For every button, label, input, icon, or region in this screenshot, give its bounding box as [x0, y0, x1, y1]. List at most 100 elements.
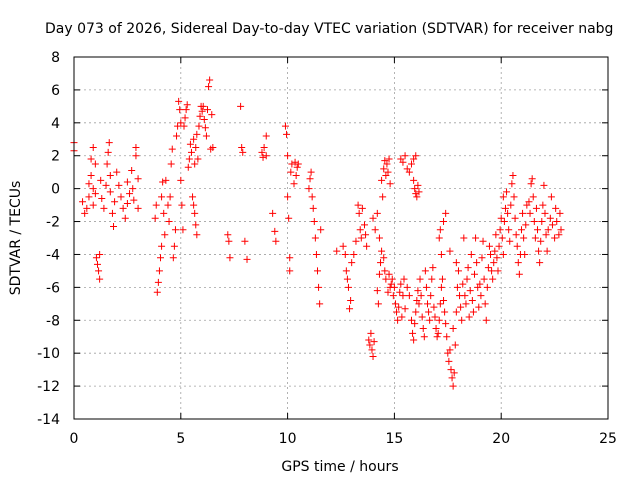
data-point-plus: [535, 247, 543, 255]
data-point-plus: [123, 199, 131, 207]
data-point-plus: [375, 270, 383, 278]
data-point-plus: [180, 122, 188, 130]
data-point-plus: [507, 201, 515, 209]
data-point-plus: [538, 218, 546, 226]
y-tick-label: -10: [37, 346, 60, 362]
data-point-plus: [292, 171, 300, 179]
data-point-plus: [525, 198, 533, 206]
data-point-plus: [182, 106, 190, 114]
data-point-plus: [539, 201, 547, 209]
data-point-plus: [160, 209, 168, 217]
chart-title: Day 073 of 2026, Sidereal Day-to-day VTE…: [45, 21, 613, 37]
data-point-plus: [403, 283, 411, 291]
data-point-plus: [425, 308, 433, 316]
data-point-plus: [417, 292, 425, 300]
data-point-plus: [464, 264, 472, 272]
data-point-plus: [115, 181, 123, 189]
data-point-plus: [189, 193, 197, 201]
data-point-plus: [388, 275, 396, 283]
data-point-plus: [352, 237, 360, 245]
data-point-plus: [473, 259, 481, 267]
data-point-plus: [458, 316, 466, 324]
data-point-plus: [286, 254, 294, 262]
data-point-plus: [89, 144, 97, 151]
data-point-plus: [192, 221, 200, 229]
data-point-plus: [446, 346, 454, 354]
data-point-plus: [130, 196, 138, 204]
data-point-plus: [496, 226, 504, 234]
data-point-plus: [151, 214, 159, 222]
y-tick-label: 2: [51, 149, 60, 165]
data-point-plus: [111, 198, 119, 206]
data-point-plus: [467, 250, 475, 258]
data-point-plus: [499, 193, 507, 201]
data-point-plus: [504, 209, 512, 217]
data-point-plus: [341, 250, 349, 258]
data-point-plus: [363, 242, 371, 250]
data-point-plus: [508, 180, 516, 188]
data-point-plus: [413, 193, 421, 201]
data-point-plus: [369, 214, 377, 222]
data-point-plus: [475, 303, 483, 311]
data-point-plus: [556, 209, 564, 217]
data-point-plus: [471, 270, 478, 278]
data-point-plus: [506, 237, 514, 245]
data-point-plus: [184, 163, 192, 171]
data-point-plus: [488, 267, 496, 275]
data-point-plus: [530, 218, 538, 226]
data-point-plus: [286, 267, 294, 275]
data-point-plus: [529, 193, 537, 201]
data-point-plus: [91, 160, 99, 168]
data-point-plus: [489, 275, 497, 283]
data-point-plus: [407, 160, 415, 168]
data-point-plus: [307, 168, 315, 176]
data-point-plus: [371, 226, 379, 234]
data-point-plus: [192, 144, 200, 151]
data-point-plus: [522, 221, 530, 229]
data-point-plus: [526, 209, 534, 217]
data-point-plus: [552, 204, 560, 212]
data-point-plus: [262, 132, 270, 140]
data-point-plus: [452, 308, 460, 316]
data-point-plus: [132, 152, 140, 160]
data-point-plus: [484, 264, 492, 272]
data-point-plus: [379, 193, 387, 201]
data-point-plus: [93, 260, 101, 268]
data-point-plus: [548, 221, 556, 229]
data-point-plus: [260, 144, 268, 151]
data-point-plus: [440, 218, 448, 226]
data-point-plus: [79, 198, 87, 206]
data-point-plus: [159, 178, 167, 186]
data-point-plus: [476, 280, 484, 288]
data-point-plus: [395, 303, 403, 311]
data-point-plus: [178, 201, 186, 209]
y-tick-label: -2: [46, 215, 60, 231]
data-point-plus: [494, 267, 502, 275]
data-point-plus: [517, 226, 525, 234]
data-point-plus: [206, 76, 214, 84]
data-points: [70, 76, 565, 390]
data-point-plus: [483, 283, 491, 291]
data-point-plus: [104, 148, 112, 156]
data-point-plus: [195, 122, 203, 130]
axis-ticks: 0 5 10 15 20 25 -14 -12 -10 -8 -6 -4 -2 0 2 4 6 8: [37, 50, 617, 447]
data-point-plus: [315, 283, 323, 291]
data-point-plus: [436, 226, 444, 234]
data-point-plus: [481, 300, 489, 308]
data-point-plus: [152, 201, 160, 209]
data-point-plus: [401, 305, 409, 313]
data-point-plus: [179, 226, 187, 234]
data-point-plus: [514, 259, 522, 267]
y-tick-label: 8: [51, 50, 60, 66]
data-point-plus: [532, 204, 540, 212]
data-point-plus: [427, 292, 435, 300]
data-point-plus: [123, 178, 131, 186]
data-point-plus: [283, 130, 291, 138]
data-point-plus: [187, 148, 195, 156]
data-point-plus: [551, 234, 559, 242]
x-tick-label: 0: [70, 431, 79, 447]
data-point-plus: [284, 193, 292, 201]
data-point-plus: [543, 247, 551, 255]
data-point-plus: [398, 313, 406, 321]
